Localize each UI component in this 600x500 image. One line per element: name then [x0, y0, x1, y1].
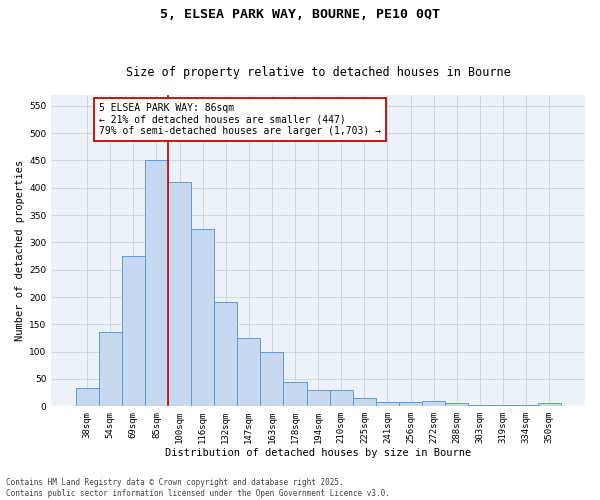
- X-axis label: Distribution of detached houses by size in Bourne: Distribution of detached houses by size …: [165, 448, 471, 458]
- Bar: [538, 403, 561, 406]
- Y-axis label: Number of detached properties: Number of detached properties: [15, 160, 25, 341]
- Bar: [445, 404, 469, 406]
- Bar: [168, 182, 191, 406]
- Bar: [491, 405, 515, 406]
- Bar: [260, 352, 283, 406]
- Bar: [145, 160, 168, 406]
- Title: Size of property relative to detached houses in Bourne: Size of property relative to detached ho…: [126, 66, 511, 78]
- Bar: [191, 228, 214, 406]
- Bar: [283, 382, 307, 406]
- Bar: [469, 404, 491, 406]
- Bar: [353, 398, 376, 406]
- Bar: [422, 401, 445, 406]
- Bar: [515, 405, 538, 406]
- Bar: [237, 338, 260, 406]
- Text: 5 ELSEA PARK WAY: 86sqm
← 21% of detached houses are smaller (447)
79% of semi-d: 5 ELSEA PARK WAY: 86sqm ← 21% of detache…: [98, 103, 380, 136]
- Bar: [122, 256, 145, 406]
- Bar: [76, 388, 98, 406]
- Text: Contains HM Land Registry data © Crown copyright and database right 2025.
Contai: Contains HM Land Registry data © Crown c…: [6, 478, 390, 498]
- Text: 5, ELSEA PARK WAY, BOURNE, PE10 0QT: 5, ELSEA PARK WAY, BOURNE, PE10 0QT: [160, 8, 440, 20]
- Bar: [307, 390, 329, 406]
- Bar: [399, 402, 422, 406]
- Bar: [329, 390, 353, 406]
- Bar: [214, 302, 237, 406]
- Bar: [98, 332, 122, 406]
- Bar: [376, 402, 399, 406]
